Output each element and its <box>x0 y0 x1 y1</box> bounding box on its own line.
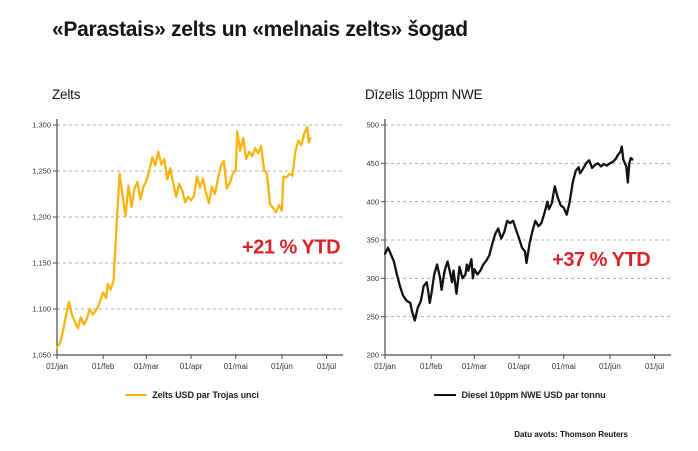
svg-text:1,150: 1,150 <box>32 259 51 268</box>
svg-text:400: 400 <box>366 197 379 206</box>
svg-text:01/mai: 01/mai <box>224 362 248 371</box>
svg-text:350: 350 <box>366 236 379 245</box>
gold-line-swatch <box>125 393 148 397</box>
svg-text:01/jūn: 01/jūn <box>271 362 293 371</box>
svg-text:500: 500 <box>366 121 379 130</box>
svg-text:01/feb: 01/feb <box>92 362 115 371</box>
chart-gold-title: Zelts <box>52 87 81 102</box>
legend-diesel: Diesel 10ppm NWE USD par tonnu <box>359 390 681 400</box>
data-source: Datu avots: Thomson Reuters <box>514 430 628 439</box>
svg-text:+21 % YTD: +21 % YTD <box>242 236 340 258</box>
svg-text:01/jūn: 01/jūn <box>599 362 621 371</box>
svg-text:01/feb: 01/feb <box>420 362 443 371</box>
diesel-line-chart: 200 250 300 350 400 450 500 01/jan 01/feb 01/mar 0… <box>366 119 671 371</box>
chart-diesel-title: Dīzelis 10ppm NWE <box>365 87 483 102</box>
svg-text:01/mar: 01/mar <box>462 362 487 371</box>
svg-text:200: 200 <box>366 351 379 360</box>
svg-text:01/jan: 01/jan <box>46 362 68 371</box>
svg-text:01/apr: 01/apr <box>508 362 531 371</box>
legend-diesel-label: Diesel 10ppm NWE USD par tonnu <box>461 390 606 400</box>
legend-gold: Zelts USD par Trojas unci <box>31 390 353 400</box>
chart-diesel: Dīzelis 10ppm NWE 200 250 300 350 400 450 500 0… <box>359 87 681 400</box>
svg-text:+37 % YTD: +37 % YTD <box>552 249 650 271</box>
svg-text:1,050: 1,050 <box>32 351 51 360</box>
svg-text:300: 300 <box>366 274 379 283</box>
svg-text:01/apr: 01/apr <box>180 362 203 371</box>
svg-text:250: 250 <box>366 312 379 321</box>
svg-text:1,300: 1,300 <box>32 121 51 130</box>
chart-gold: Zelts 1,050 1,100 1,150 1,200 1,250 1,300 01/j… <box>31 87 353 400</box>
diesel-line-swatch <box>434 393 457 397</box>
gold-line-chart: 1,050 1,100 1,150 1,200 1,250 1,300 01/jan 01/f… <box>32 119 343 371</box>
svg-text:01/mar: 01/mar <box>134 362 159 371</box>
svg-text:450: 450 <box>366 159 379 168</box>
svg-text:01/jūl: 01/jūl <box>645 362 664 371</box>
page-title: «Parastais» zelts un «melnais zelts» šog… <box>52 18 468 41</box>
svg-text:1,200: 1,200 <box>32 213 51 222</box>
svg-text:01/jūl: 01/jūl <box>317 362 336 371</box>
svg-text:1,250: 1,250 <box>32 167 51 176</box>
svg-text:01/jan: 01/jan <box>374 362 396 371</box>
legend-gold-label: Zelts USD par Trojas unci <box>152 390 259 400</box>
svg-text:01/mai: 01/mai <box>552 362 576 371</box>
charts-row: Zelts 1,050 1,100 1,150 1,200 1,250 1,300 01/j… <box>0 87 698 400</box>
svg-text:1,100: 1,100 <box>32 305 51 314</box>
